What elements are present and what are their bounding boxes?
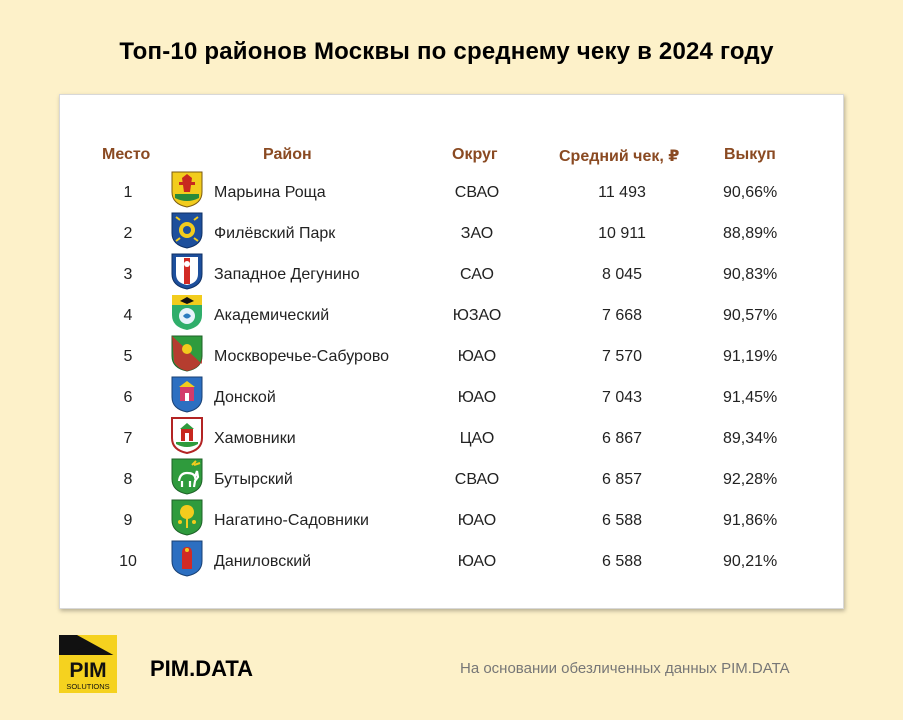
okrug-cell: ЮАО bbox=[457, 512, 497, 529]
district-cell: Нагатино-Садовники bbox=[214, 512, 369, 529]
buyout-cell: 91,19% bbox=[723, 348, 778, 365]
rank-cell: 4 bbox=[123, 307, 133, 324]
table-row: 2 Филёвский Парк ЗАО 10 911 88,89% bbox=[60, 212, 843, 265]
pim-logo-icon: PIM SOLUTIONS bbox=[59, 635, 117, 693]
donskoy-coat-of-arms-icon bbox=[171, 376, 203, 413]
page-title: Топ-10 районов Москвы по среднему чеку в… bbox=[119, 38, 774, 65]
okrug-cell: САО bbox=[460, 266, 494, 283]
table-row: 4 Академический ЮЗАО 7 668 90,57% bbox=[60, 295, 843, 347]
avg-check-cell: 7 668 bbox=[601, 307, 643, 324]
rank-cell: 3 bbox=[123, 266, 133, 283]
rank-cell: 1 bbox=[123, 184, 133, 201]
avg-check-cell: 8 045 bbox=[601, 266, 643, 283]
buyout-cell: 92,28% bbox=[723, 471, 778, 488]
rank-cell: 9 bbox=[123, 512, 133, 529]
avg-check-cell: 6 588 bbox=[601, 512, 643, 529]
header-avg-check: Средний чек, ₽ bbox=[559, 148, 680, 165]
avg-check-cell: 10 911 bbox=[598, 225, 646, 242]
rank-cell: 2 bbox=[123, 225, 133, 242]
okrug-cell: ЦАО bbox=[459, 430, 495, 447]
okrug-cell: ЮЗАО bbox=[452, 307, 502, 324]
header-rank: Место bbox=[102, 146, 151, 163]
rank-cell: 7 bbox=[123, 430, 133, 447]
source-note: На основании обезличенных данных PIM.DAT… bbox=[460, 660, 790, 677]
table-row: 10 Даниловский ЮАО 6 588 90,21% bbox=[60, 540, 843, 593]
nagatino-sadovniki-coat-of-arms-icon bbox=[171, 499, 203, 536]
district-cell: Донской bbox=[214, 389, 276, 406]
district-cell: Западное Дегунино bbox=[214, 266, 360, 283]
marina-roshcha-coat-of-arms-icon bbox=[171, 171, 203, 208]
okrug-cell: ЗАО bbox=[460, 225, 494, 242]
buyout-cell: 90,83% bbox=[723, 266, 778, 283]
khamovniki-coat-of-arms-icon bbox=[171, 417, 203, 454]
table-row: 8 Бутырский СВАО 6 857 92,28% bbox=[60, 458, 843, 511]
logo-sub-text: SOLUTIONS bbox=[66, 682, 109, 691]
table-row: 1 Марьина Роща СВАО 11 493 90,66% bbox=[60, 171, 843, 224]
zapadnoe-degunino-coat-of-arms-icon bbox=[171, 253, 203, 290]
butyrsky-coat-of-arms-icon bbox=[171, 458, 203, 495]
rank-cell: 8 bbox=[123, 471, 133, 488]
table-row: 6 Донской ЮАО 7 043 91,45% bbox=[60, 376, 843, 429]
okrug-cell: ЮАО bbox=[457, 348, 497, 365]
okrug-cell: СВАО bbox=[454, 184, 500, 201]
buyout-cell: 90,21% bbox=[723, 553, 778, 570]
district-cell: Марьина Роща bbox=[214, 184, 326, 201]
danilovsky-coat-of-arms-icon bbox=[171, 540, 203, 577]
avg-check-cell: 7 043 bbox=[601, 389, 643, 406]
filevsky-park-coat-of-arms-icon bbox=[171, 212, 203, 249]
district-cell: Академический bbox=[214, 307, 330, 324]
district-cell: Хамовники bbox=[214, 430, 296, 447]
okrug-cell: ЮАО bbox=[457, 389, 497, 406]
district-cell: Даниловский bbox=[214, 553, 312, 570]
moskvorechye-saburovo-coat-of-arms-icon bbox=[171, 335, 203, 372]
header-buyout: Выкуп bbox=[724, 146, 776, 163]
rank-cell: 10 bbox=[119, 553, 137, 570]
header-okrug: Округ bbox=[452, 146, 498, 163]
buyout-cell: 90,57% bbox=[723, 307, 778, 324]
pim-solutions-logo: PIM SOLUTIONS bbox=[59, 635, 117, 693]
avg-check-cell: 6 857 bbox=[601, 471, 643, 488]
buyout-cell: 88,89% bbox=[723, 225, 778, 242]
ranking-table: Место Район Округ Средний чек, ₽ Выкуп 1… bbox=[59, 94, 844, 609]
rank-cell: 5 bbox=[123, 348, 133, 365]
district-cell: Москворечье-Сабурово bbox=[214, 348, 390, 365]
okrug-cell: СВАО bbox=[454, 471, 500, 488]
rank-cell: 6 bbox=[123, 389, 133, 406]
avg-check-cell: 11 493 bbox=[598, 184, 646, 201]
okrug-cell: ЮАО bbox=[457, 553, 497, 570]
avg-check-cell: 6 867 bbox=[601, 430, 643, 447]
avg-check-cell: 6 588 bbox=[601, 553, 643, 570]
buyout-cell: 89,34% bbox=[723, 430, 778, 447]
district-cell: Бутырский bbox=[214, 471, 293, 488]
logo-main-text: PIM bbox=[69, 659, 106, 682]
buyout-cell: 91,86% bbox=[723, 512, 778, 529]
avg-check-cell: 7 570 bbox=[601, 348, 643, 365]
table-row: 5 Москворечье-Сабурово ЮАО 7 570 91,19% bbox=[60, 335, 843, 388]
table-row: 9 Нагатино-Садовники ЮАО 6 588 91,86% bbox=[60, 499, 843, 552]
table-row: 3 Западное Дегунино САО 8 045 90,83% bbox=[60, 253, 843, 306]
buyout-cell: 90,66% bbox=[723, 184, 778, 201]
district-cell: Филёвский Парк bbox=[214, 225, 336, 242]
buyout-cell: 91,45% bbox=[723, 389, 778, 406]
table-row: 7 Хамовники ЦАО 6 867 89,34% bbox=[60, 417, 843, 470]
brand-name: PIM.DATA bbox=[150, 656, 254, 681]
header-district: Район bbox=[263, 146, 312, 163]
akademichesky-coat-of-arms-icon bbox=[172, 295, 202, 330]
